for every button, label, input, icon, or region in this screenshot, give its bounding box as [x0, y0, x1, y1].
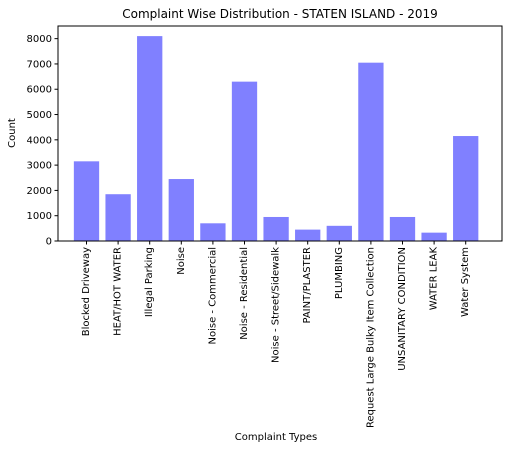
chart-title: Complaint Wise Distribution - STATEN ISL… [122, 7, 438, 21]
bar [168, 179, 194, 241]
bar [105, 194, 131, 241]
x-tick-label: Noise - Street/Sidewalk [271, 247, 282, 363]
bar [137, 36, 163, 241]
x-axis-label: Complaint Types [235, 432, 318, 443]
bar [200, 223, 226, 241]
bar [421, 232, 447, 241]
bar [231, 81, 258, 241]
x-tick-label: HEAT/HOT WATER [113, 247, 124, 336]
y-tick-label: 4000 [27, 135, 52, 146]
x-tick-label: PLUMBING [334, 247, 345, 299]
x-tick-label: Water System [460, 247, 471, 317]
y-tick-label: 0 [46, 237, 52, 248]
x-axis-ticks: Blocked Driveway HEAT/HOT WATER Illegal Pa… [81, 241, 471, 428]
x-tick-label: PAINT/PLASTER [302, 247, 313, 324]
x-tick-label: Blocked Driveway [81, 247, 92, 336]
bar [263, 216, 289, 241]
x-tick-label: WATER LEAK [429, 247, 440, 311]
plot-frame [57, 25, 503, 242]
bars-group [73, 36, 479, 242]
x-tick-label: Noise [176, 247, 187, 275]
bar [73, 161, 100, 241]
y-tick-label: 1000 [27, 211, 52, 222]
y-tick-label: 3000 [27, 161, 52, 172]
bar [389, 216, 416, 241]
y-axis-ticks: 0 1000 2000 3000 4000 5000 6000 7000 8000 [27, 34, 58, 248]
bar [326, 225, 352, 241]
bar [358, 62, 384, 242]
y-tick-label: 8000 [27, 34, 52, 45]
x-tick-label: Request Large Bulky Item Collection [365, 247, 376, 428]
y-axis-label: Count [7, 118, 18, 148]
bar [295, 229, 321, 241]
x-tick-label: Noise - Residential [239, 247, 250, 340]
x-tick-label: Illegal Parking [144, 247, 155, 317]
bar [453, 136, 479, 241]
y-tick-label: 2000 [27, 186, 52, 197]
x-tick-label: Noise - Commercial [207, 247, 218, 345]
y-tick-label: 5000 [27, 110, 52, 121]
y-tick-label: 7000 [27, 59, 52, 70]
x-tick-label: UNSANITARY CONDITION [397, 247, 408, 371]
y-tick-label: 6000 [27, 85, 52, 96]
